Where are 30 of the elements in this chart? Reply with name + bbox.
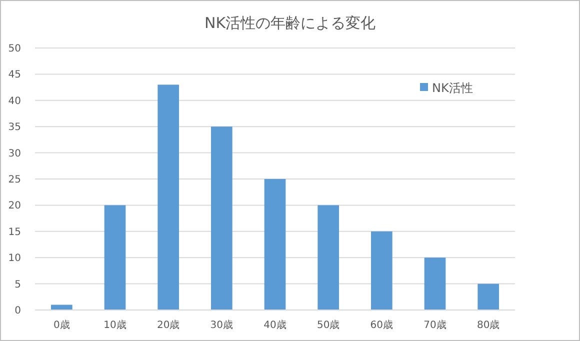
bar: [104, 205, 126, 310]
bar: [371, 231, 392, 310]
x-tick-label: 0歳: [53, 319, 70, 331]
y-tick-label: 5: [14, 279, 21, 290]
y-tick-label: 45: [8, 70, 21, 81]
legend-label: NK活性: [432, 81, 473, 96]
y-tick-label: 35: [8, 122, 21, 134]
bar: [158, 84, 179, 310]
x-tick-label: 70歳: [424, 319, 446, 331]
bar: [318, 205, 339, 310]
bar: [478, 284, 499, 310]
y-tick-label: 0: [14, 306, 21, 316]
y-tick-label: 30: [8, 148, 21, 160]
y-tick-label: 20: [8, 200, 21, 212]
bar: [264, 179, 286, 310]
bar: [211, 126, 232, 310]
y-tick-label: 50: [8, 44, 21, 54]
x-tick-label: 40歳: [264, 319, 286, 331]
x-tick-label: 20歳: [156, 319, 180, 331]
chart-title: NK活性の年齢による変化: [204, 14, 376, 32]
x-tick-label: 30歳: [210, 319, 234, 331]
x-tick-label: 50歳: [316, 319, 340, 331]
y-tick-label: 25: [8, 174, 21, 186]
x-tick-label: 60歳: [370, 319, 394, 331]
x-tick-label: 80歳: [476, 319, 500, 331]
bar: [424, 258, 446, 310]
x-tick-label: 10歳: [104, 319, 126, 331]
y-tick-label: 40: [8, 96, 21, 107]
y-tick-label: 10: [8, 253, 21, 264]
y-tick-label: 15: [8, 226, 21, 238]
